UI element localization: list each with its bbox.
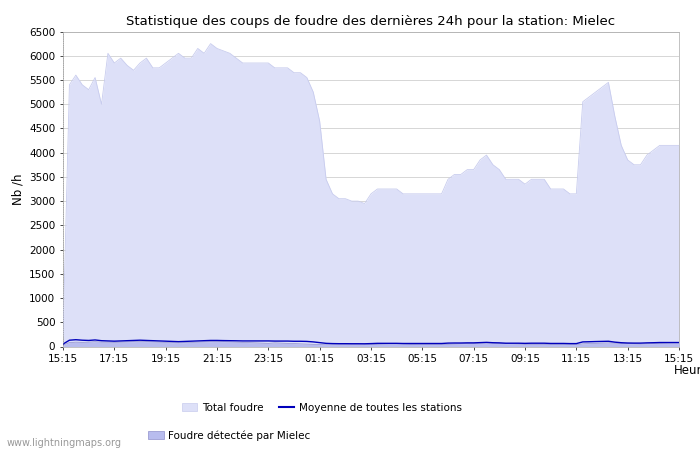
Text: www.lightningmaps.org: www.lightningmaps.org (7, 438, 122, 448)
Y-axis label: Nb /h: Nb /h (12, 173, 25, 205)
X-axis label: Heure: Heure (673, 364, 700, 377)
Legend: Foudre détectée par Mielec: Foudre détectée par Mielec (144, 427, 314, 445)
Title: Statistique des coups de foudre des dernières 24h pour la station: Mielec: Statistique des coups de foudre des dern… (127, 14, 615, 27)
